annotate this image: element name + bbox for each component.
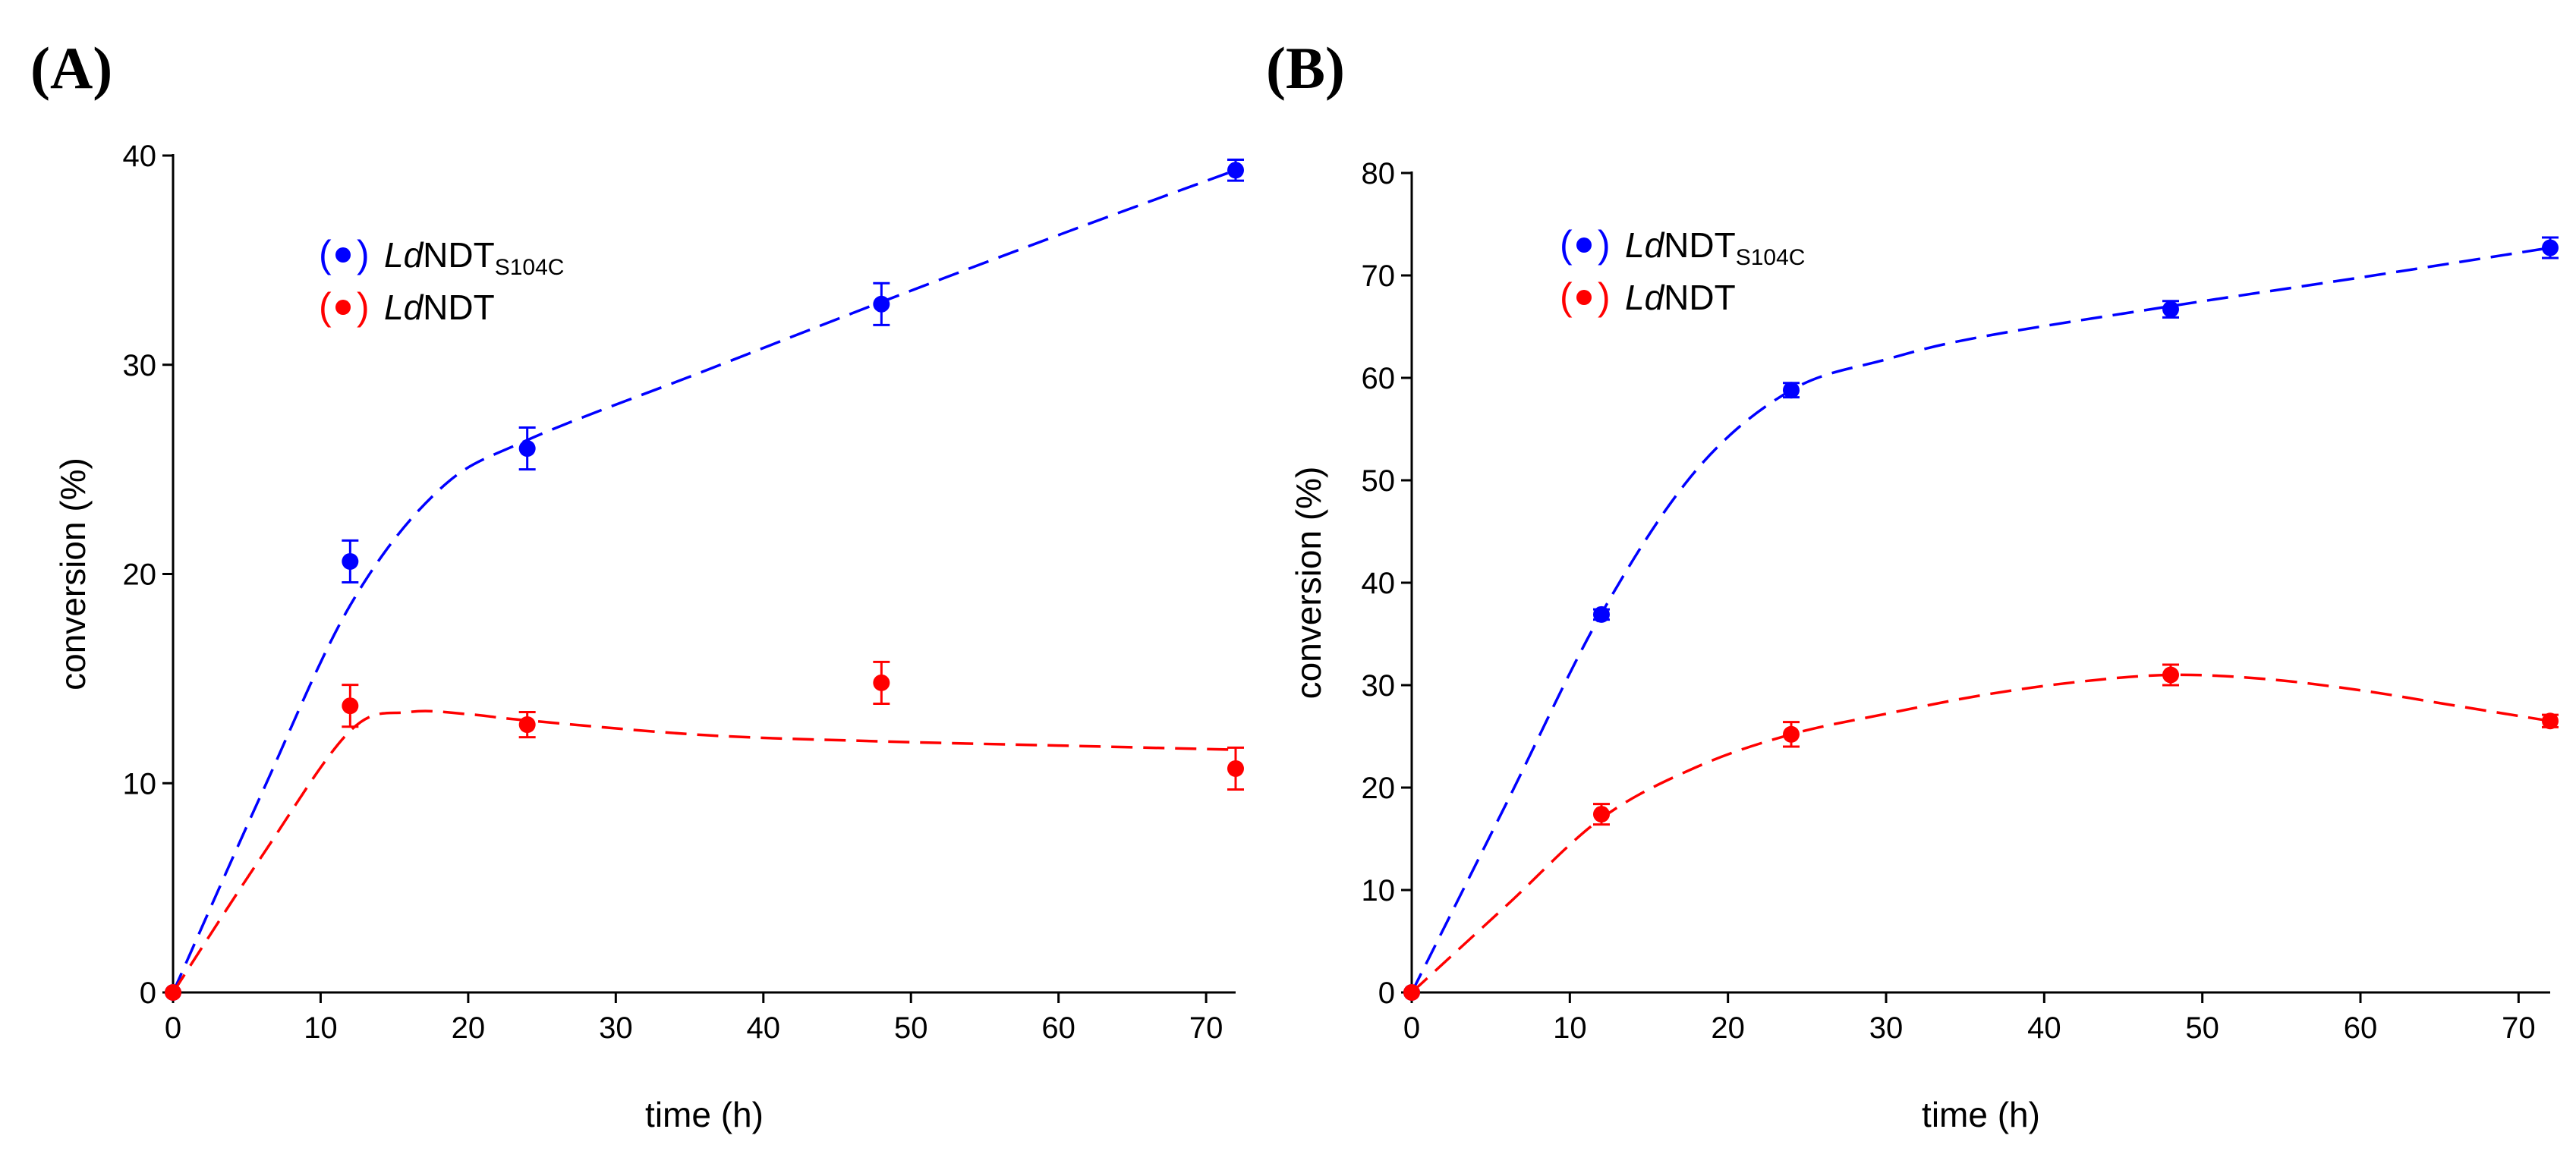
x-tick-label: 10 (304, 1011, 338, 1045)
data-point (1593, 806, 1610, 823)
data-point (2162, 300, 2179, 318)
fit-curve (1410, 246, 2551, 993)
y-tick-label: 40 (123, 140, 157, 173)
legend-label: LdNDTS104C (1625, 225, 1805, 270)
y-axis-title: conversion (%) (1289, 467, 1328, 700)
chart-panel-a: (A) 0 10 20 30 40 0 10 20 30 40 50 60 70 time (h) conve… (30, 35, 1244, 1134)
fit-curve (1410, 673, 2551, 994)
data-point (1783, 725, 1800, 743)
x-tick-label: 30 (1869, 1011, 1904, 1045)
legend-paren-open: ( (319, 285, 332, 328)
x-tick-label: 50 (2185, 1011, 2219, 1045)
y-tick-label: 70 (1362, 259, 1396, 293)
data-point (2162, 666, 2179, 684)
y-tick-label: 20 (1362, 772, 1396, 805)
y-axis-title: conversion (%) (53, 458, 93, 690)
fit-curve (172, 168, 1236, 993)
data-point (342, 697, 359, 715)
legend-label: LdNDTS104C (384, 235, 564, 280)
panel-label: (A) (30, 35, 112, 101)
x-tick-label: 0 (165, 1011, 181, 1045)
y-tick-label: 50 (1362, 464, 1396, 498)
data-point (1227, 760, 1244, 777)
x-tick-label: 30 (599, 1011, 633, 1045)
y-tick-label: 10 (1362, 874, 1396, 907)
x-tick-label: 10 (1553, 1011, 1587, 1045)
y-tick-label: 0 (140, 977, 156, 1010)
data-point (165, 984, 181, 1001)
panel-label: (B) (1266, 35, 1345, 101)
x-tick-label: 60 (2344, 1011, 2378, 1045)
x-tick-label: 60 (1041, 1011, 1075, 1045)
data-point (1593, 605, 1610, 623)
legend-paren-close: ) (357, 285, 370, 328)
x-tick-label: 20 (452, 1011, 486, 1045)
data-point (2542, 239, 2559, 256)
legend-paren-open: ( (319, 233, 332, 275)
data-point (518, 716, 536, 734)
data-point (873, 295, 890, 313)
legend-marker (335, 300, 351, 315)
legend-paren-close: ) (1598, 275, 1611, 318)
x-tick-label: 40 (747, 1011, 781, 1045)
legend-paren-open: ( (1560, 223, 1573, 266)
y-tick-label: 10 (123, 767, 157, 800)
y-tick-label: 60 (1362, 362, 1396, 395)
legend-paren-close: ) (357, 233, 370, 275)
legend-paren-close: ) (1598, 223, 1611, 266)
legend-marker (335, 247, 351, 263)
series-ldndt: () LdNDT (165, 285, 1244, 1001)
data-point (518, 440, 536, 458)
data-point (1403, 984, 1420, 1001)
data-point (1783, 382, 1800, 399)
data-point (873, 674, 890, 691)
y-tick-label: 20 (123, 558, 157, 592)
x-tick-label: 0 (1403, 1011, 1420, 1045)
legend-marker (1576, 237, 1592, 253)
data-point (342, 552, 359, 570)
y-tick-label: 80 (1362, 157, 1396, 190)
x-tick-label: 40 (2027, 1011, 2061, 1045)
fit-curve (172, 709, 1236, 993)
y-tick-label: 30 (123, 349, 157, 382)
data-point (2542, 712, 2559, 730)
x-tick-label: 20 (1711, 1011, 1745, 1045)
series-ldndt: () LdNDT (1403, 275, 2559, 1001)
legend-label: LdNDT (384, 288, 495, 327)
x-axis-title: time (h) (1922, 1095, 2040, 1134)
data-point (1227, 162, 1244, 179)
y-tick-label: 0 (1378, 977, 1395, 1010)
legend-label: LdNDT (1625, 278, 1736, 317)
y-tick-label: 40 (1362, 567, 1396, 600)
series-ldndt-s104c: () LdNDTS104C (1403, 223, 2559, 1001)
x-tick-label: 50 (894, 1011, 928, 1045)
legend-marker (1576, 290, 1592, 305)
y-tick-label: 30 (1362, 669, 1396, 703)
x-tick-label: 70 (1189, 1011, 1223, 1045)
x-axis-title: time (h) (645, 1095, 764, 1134)
legend-paren-open: ( (1560, 275, 1573, 318)
chart-panel-b: (B) 0 10 20 30 40 50 60 70 80 0 10 20 30 40 50 60 70 time … (1266, 35, 2559, 1134)
x-tick-label: 70 (2502, 1011, 2536, 1045)
